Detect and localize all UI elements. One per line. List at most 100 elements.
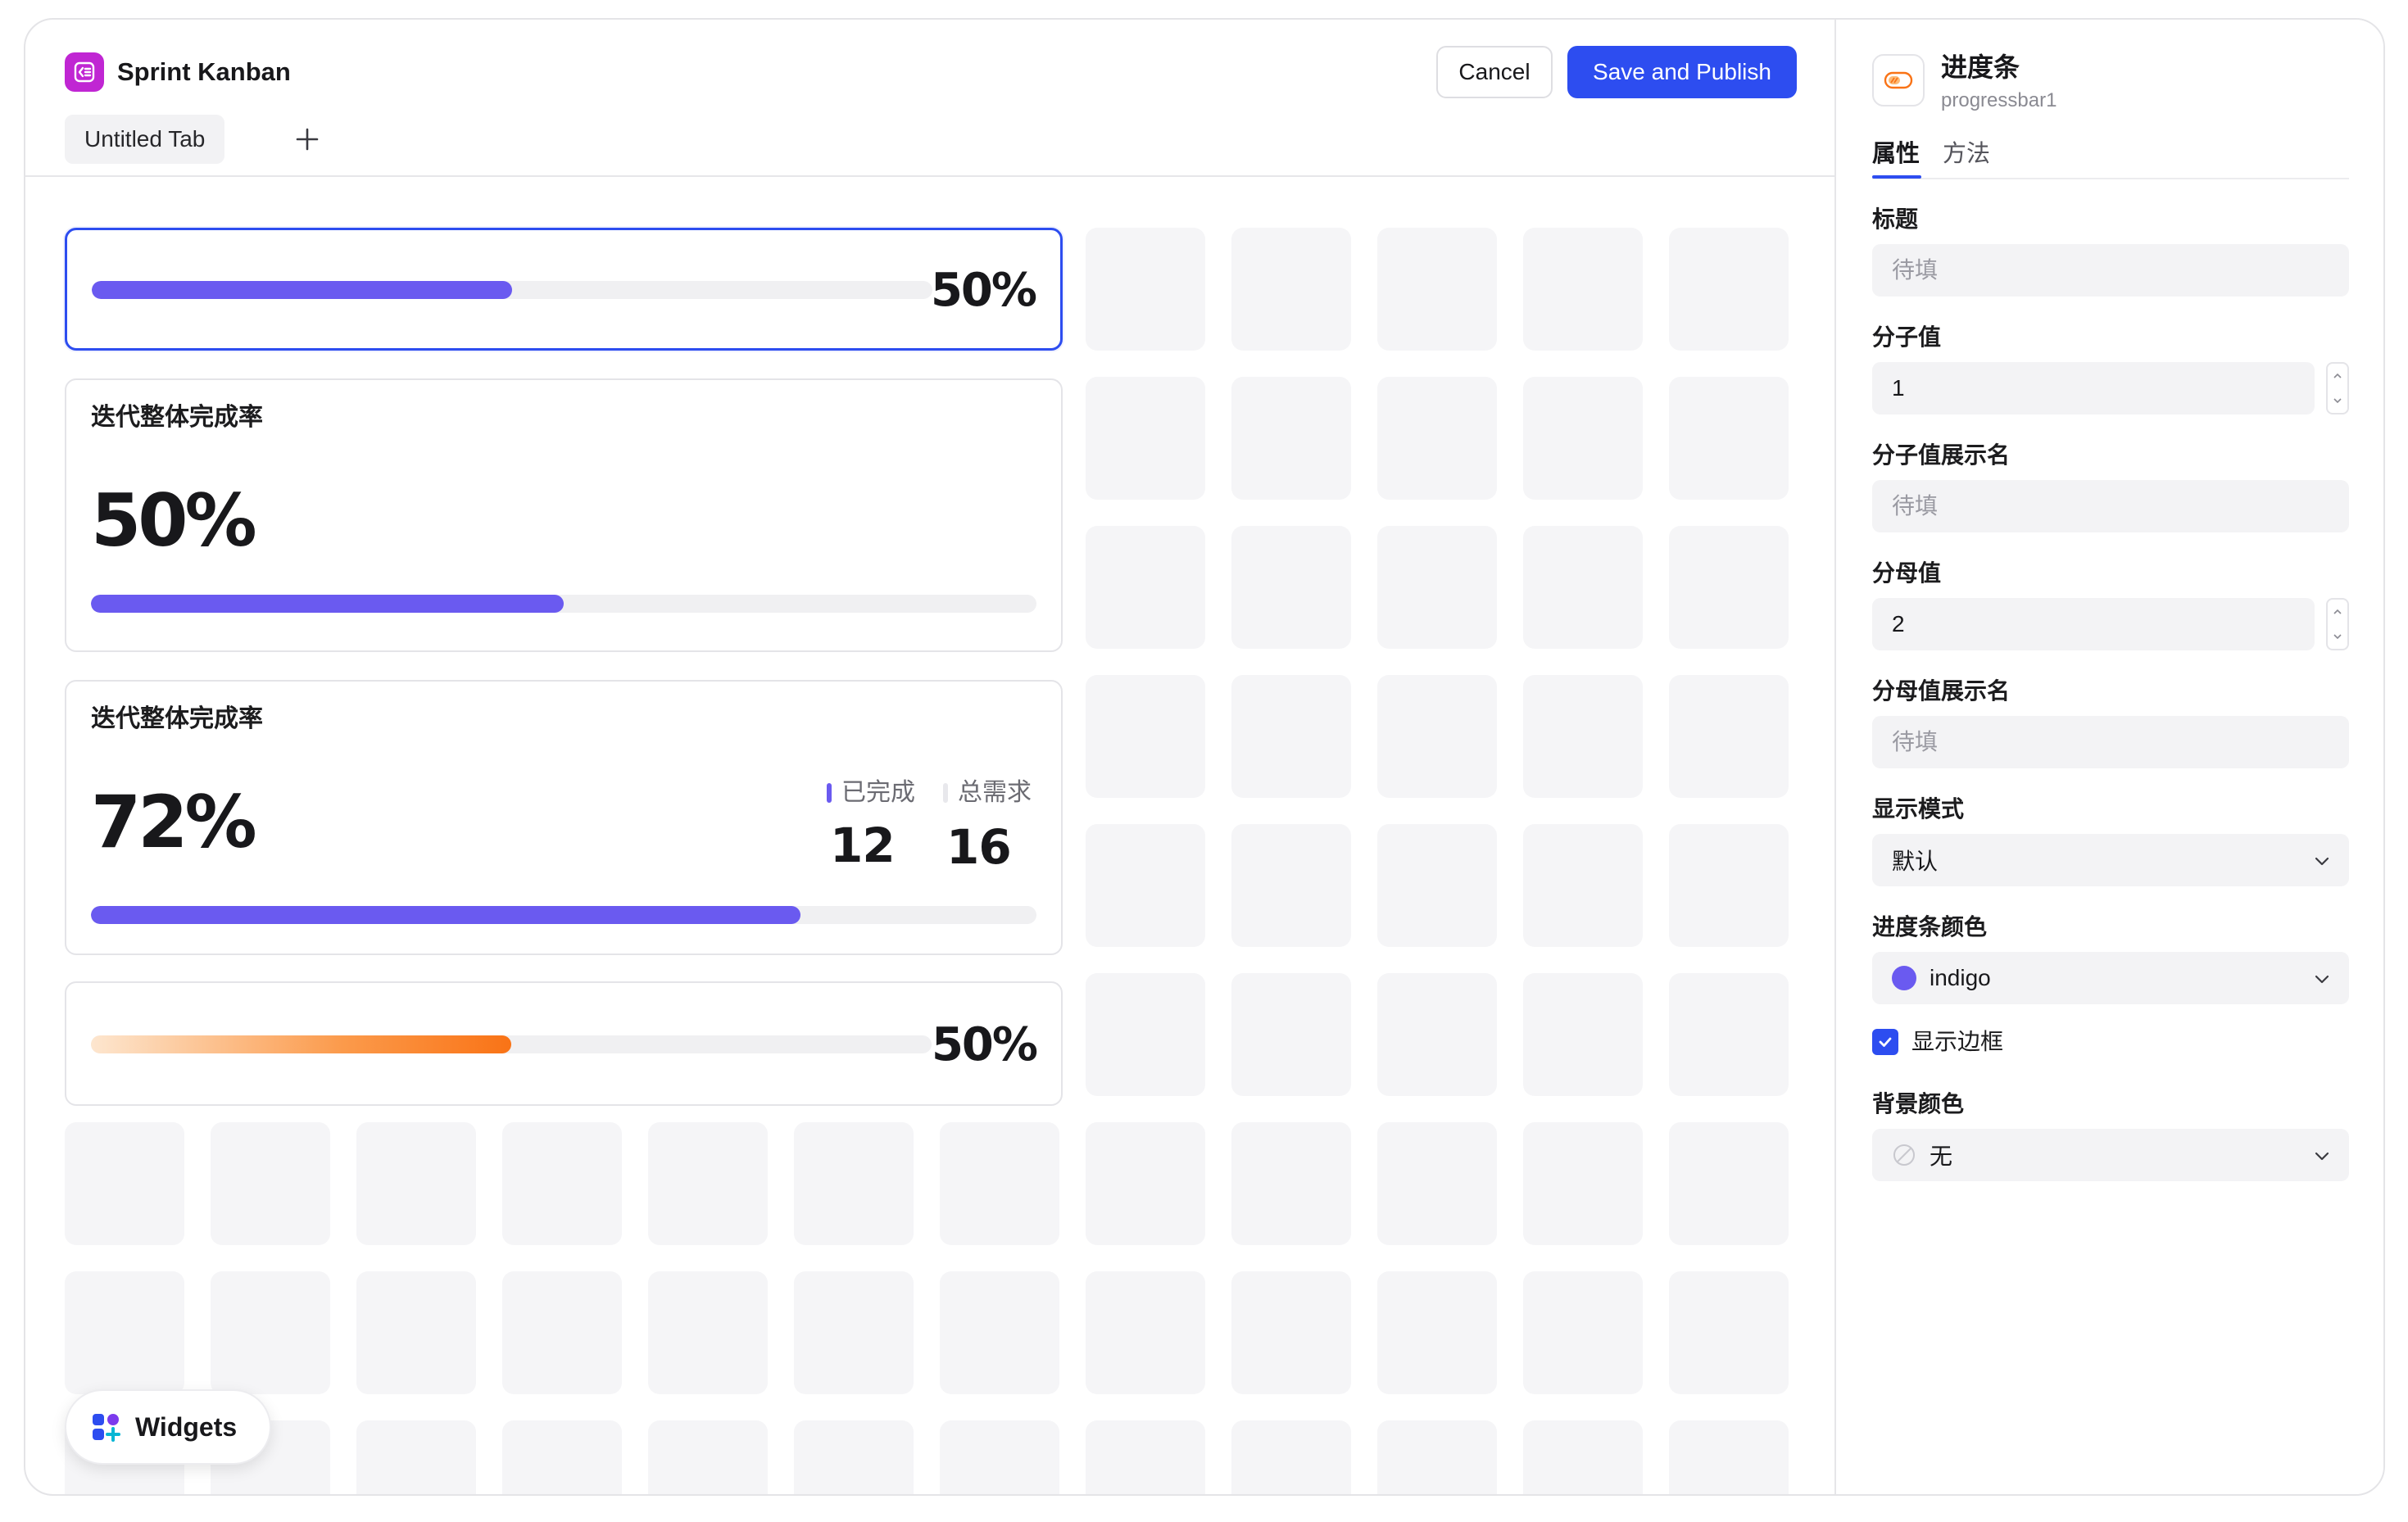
progress-track — [91, 595, 1036, 613]
progress-track — [91, 1035, 932, 1053]
denominator-name-field-label: 分母值展示名 — [1872, 678, 2011, 704]
empty-grid-cell — [1669, 973, 1789, 1096]
save-publish-button[interactable]: Save and Publish — [1567, 46, 1797, 98]
chevron-down-icon — [2315, 975, 2329, 984]
empty-grid-cell — [1523, 377, 1643, 500]
title-field-label: 标题 — [1872, 206, 1919, 232]
progress-widget-titled[interactable]: 迭代整体完成率 50% — [65, 378, 1063, 652]
app-window: Sprint Kanban Untitled Tab Cancel Save a… — [24, 18, 2385, 1496]
empty-grid-cell — [211, 1271, 330, 1394]
empty-grid-cell — [65, 1271, 184, 1394]
empty-grid-cell — [1377, 377, 1497, 500]
tab-untitled[interactable]: Untitled Tab — [65, 115, 225, 164]
empty-grid-cell — [1231, 1122, 1351, 1245]
show-border-label[interactable]: 显示边框 — [1911, 1029, 2004, 1054]
empty-grid-cell — [1523, 1420, 1643, 1494]
empty-grid-cell — [794, 1122, 914, 1245]
display-mode-value: 默认 — [1892, 849, 1939, 874]
empty-grid-cell — [1523, 824, 1643, 947]
denominator-input[interactable] — [1872, 598, 2315, 650]
numerator-name-field-label: 分子值展示名 — [1872, 442, 2011, 468]
denominator-stepper[interactable] — [2326, 598, 2349, 650]
empty-grid-cell — [1669, 526, 1789, 649]
bar-color-field-label: 进度条颜色 — [1872, 914, 1988, 940]
color-swatch — [1892, 966, 1916, 990]
empty-grid-cell — [1523, 1271, 1643, 1394]
progress-widget-orange[interactable]: 50% — [65, 981, 1063, 1106]
total-legend-marker — [943, 783, 948, 803]
empty-grid-cell — [940, 1271, 1059, 1394]
tab-properties[interactable]: 属性 — [1872, 141, 1921, 167]
empty-grid-cell — [794, 1271, 914, 1394]
bg-color-select[interactable]: 无 — [1872, 1129, 2349, 1181]
chevron-up-icon[interactable] — [2333, 609, 2342, 615]
progress-percent: 72% — [91, 780, 257, 864]
done-legend-marker — [827, 783, 832, 803]
active-tab-indicator — [1872, 175, 1921, 179]
plus-icon — [296, 128, 319, 151]
properties-panel: 进度条 progressbar1 属性 方法 标题 分子值 分子值展示名 分母值… — [1834, 20, 2383, 1494]
widgets-label: Widgets — [135, 1411, 238, 1442]
empty-grid-cell — [1086, 1271, 1205, 1394]
numerator-input[interactable] — [1872, 362, 2315, 414]
empty-grid-cell — [1669, 824, 1789, 947]
empty-grid-cell — [940, 1420, 1059, 1494]
empty-grid-cell — [794, 1420, 914, 1494]
empty-grid-cell — [1231, 1271, 1351, 1394]
empty-grid-cell — [1086, 973, 1205, 1096]
numerator-field-label: 分子值 — [1872, 324, 1942, 350]
empty-grid-cell — [1231, 377, 1351, 500]
cancel-button[interactable]: Cancel — [1436, 46, 1553, 98]
denominator-name-input[interactable] — [1872, 716, 2349, 768]
widgets-button[interactable]: Widgets — [65, 1389, 271, 1465]
empty-grid-cell — [1086, 1122, 1205, 1245]
empty-grid-cell — [940, 1122, 1059, 1245]
checkmark-icon — [1879, 1037, 1892, 1047]
progress-track — [92, 281, 932, 299]
empty-grid-cell — [648, 1271, 768, 1394]
progress-fill — [91, 1035, 511, 1053]
empty-grid-cell — [1377, 526, 1497, 649]
chevron-down-icon[interactable] — [2333, 397, 2342, 404]
title-input[interactable] — [1872, 244, 2349, 297]
no-color-icon — [1893, 1144, 1915, 1166]
empty-grid-cell — [1669, 1122, 1789, 1245]
chevron-up-icon[interactable] — [2333, 373, 2342, 379]
done-value: 12 — [830, 818, 896, 873]
total-value: 16 — [946, 819, 1012, 875]
total-label: 总需求 — [958, 779, 1032, 806]
empty-grid-cell — [1669, 377, 1789, 500]
progress-percent: 50% — [930, 264, 1037, 317]
chevron-down-icon[interactable] — [2333, 633, 2342, 640]
progress-fill — [91, 906, 800, 924]
empty-grid-cell — [648, 1420, 768, 1494]
denominator-field-label: 分母值 — [1872, 560, 1942, 586]
done-label: 已完成 — [841, 779, 915, 806]
empty-grid-cell — [1086, 228, 1205, 351]
numerator-name-input[interactable] — [1872, 480, 2349, 532]
editor-header: Sprint Kanban Untitled Tab Cancel Save a… — [25, 20, 1834, 177]
bar-color-select[interactable]: indigo — [1872, 952, 2349, 1004]
empty-grid-cell — [1086, 824, 1205, 947]
empty-grid-cell — [1231, 824, 1351, 947]
empty-grid-cell — [1231, 675, 1351, 798]
tab-methods[interactable]: 方法 — [1943, 141, 1991, 167]
progress-widget-stats[interactable]: 迭代整体完成率 72% 已完成 总需求 12 16 — [65, 680, 1063, 955]
empty-grid-cell — [502, 1271, 622, 1394]
numerator-stepper[interactable] — [2326, 362, 2349, 414]
add-tab-button[interactable] — [289, 121, 325, 157]
progress-widget-selected[interactable]: 50% — [65, 228, 1063, 351]
progress-track — [91, 906, 1036, 924]
show-border-checkbox[interactable] — [1872, 1029, 1898, 1055]
app-title: Sprint Kanban — [117, 57, 291, 86]
dashboard-canvas[interactable]: 50% 迭代整体完成率 50% 迭代整体完成率 72% 已完成 总需求 12 1… — [25, 179, 1834, 1494]
progressbar-component-icon — [1872, 54, 1925, 106]
empty-grid-cell — [1231, 1420, 1351, 1494]
bg-color-value: 无 — [1930, 1144, 1953, 1169]
empty-grid-cell — [1377, 1271, 1497, 1394]
display-mode-select[interactable]: 默认 — [1872, 834, 2349, 886]
empty-grid-cell — [211, 1122, 330, 1245]
tabs-divider — [1872, 178, 2349, 179]
progress-percent: 50% — [931, 1018, 1038, 1071]
empty-grid-cell — [356, 1271, 476, 1394]
